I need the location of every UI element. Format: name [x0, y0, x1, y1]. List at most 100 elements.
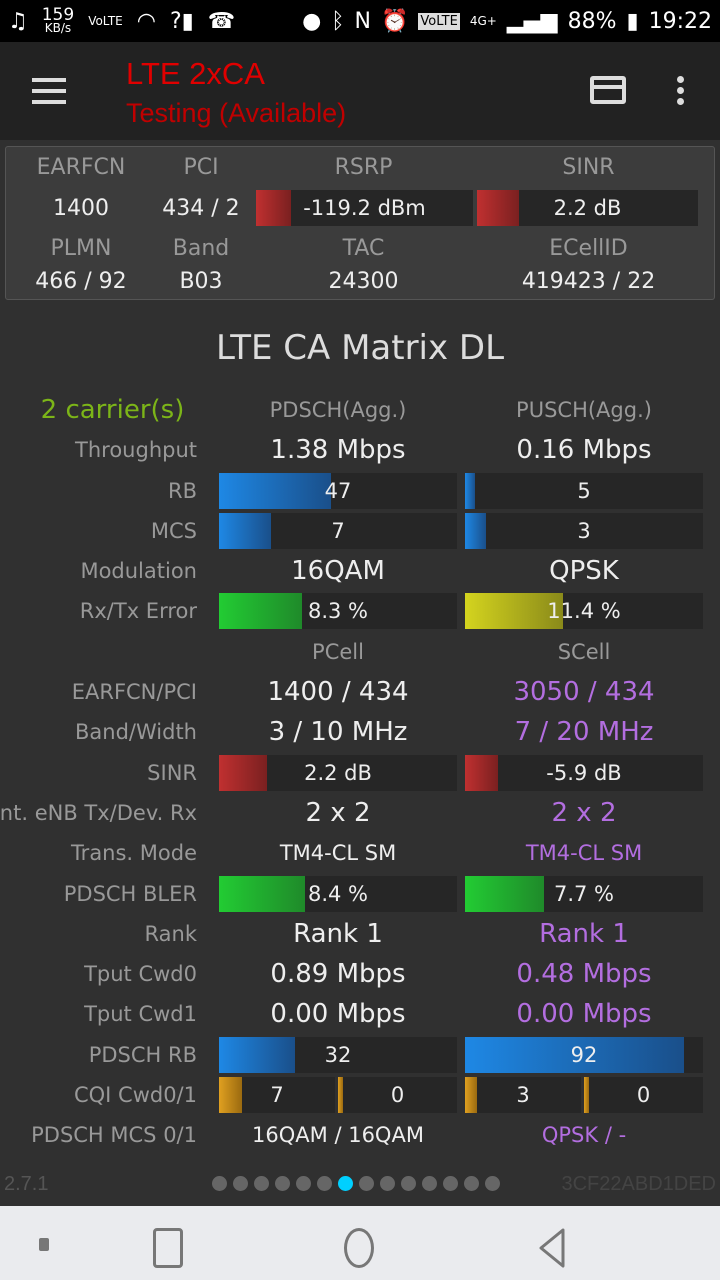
card-view-icon[interactable]: [590, 76, 626, 104]
page-dot[interactable]: [317, 1176, 332, 1191]
row-rb: RB 47 5: [0, 471, 720, 511]
row-cqi-cwd0-1: CQI Cwd0/1 7 0 3 0: [0, 1075, 720, 1115]
plmn-value: 466 / 92: [35, 269, 127, 294]
row-label: SINR: [147, 760, 197, 785]
earfcn-pci-value-1: 1400 / 434: [267, 677, 409, 708]
tput-cwd1-value-2: 0.00 Mbps: [516, 999, 652, 1030]
band-width-value-2: 7 / 20 MHz: [514, 717, 654, 748]
page-dot[interactable]: [464, 1176, 479, 1191]
pdsch-rb-second-bar: 92: [465, 1036, 703, 1073]
app-title: LTE 2xCA: [126, 56, 265, 91]
more-options-icon[interactable]: [677, 76, 685, 109]
phone-icon: ☎: [207, 8, 236, 34]
page-dot[interactable]: [380, 1176, 395, 1191]
cell-header-value-2: SCell: [557, 639, 611, 664]
sinr-label: SINR: [562, 155, 615, 180]
ecellid-value: 419423 / 22: [521, 269, 656, 294]
rank-value-1: Rank 1: [293, 918, 383, 949]
pdsch-mcs-0-1-value-2: QPSK / -: [541, 1123, 627, 1148]
navigation-bar: [0, 1206, 720, 1280]
alarm-icon: ⏰: [380, 8, 409, 34]
pci-label: PCI: [183, 155, 219, 180]
matrix-title: LTE CA Matrix DL: [215, 328, 505, 368]
row-throughput: Throughput 1.38 Mbps 0.16 Mbps: [0, 430, 720, 470]
band-label: Band: [172, 236, 230, 261]
carrier-count: 2 carrier(s): [40, 395, 185, 425]
earfcn-value: 1400: [53, 196, 109, 221]
cqi-scell-cwd0-bar: 3: [465, 1077, 581, 1114]
page-indicator[interactable]: [212, 1176, 500, 1191]
cell-header-value-1: PCell: [312, 639, 364, 664]
page-dot[interactable]: [401, 1176, 416, 1191]
page-dot[interactable]: [275, 1176, 290, 1191]
home-circle-icon[interactable]: [344, 1228, 374, 1268]
row-mcs: MCS 7 3: [0, 511, 720, 551]
page-dot[interactable]: [338, 1176, 353, 1191]
volte-badge: VoLTE: [418, 12, 460, 30]
earfcn-label: EARFCN: [36, 155, 126, 180]
tac-value: 24300: [328, 269, 399, 294]
row-label: PDSCH BLER: [63, 881, 197, 906]
mcs-pdsch-bar: 7: [219, 512, 457, 549]
back-triangle-icon[interactable]: [535, 1226, 569, 1270]
device-id: 3CF22ABD1DED: [561, 1173, 716, 1195]
rsrp-bar: -119.2 dBm: [256, 190, 473, 226]
battery-icon: ▮: [626, 8, 639, 34]
pci-value: 434 / 2: [162, 196, 240, 221]
volte-small-label: VoLTE: [88, 14, 123, 28]
modulation-value-2: QPSK: [549, 556, 619, 587]
pdsch-header: PDSCH(Agg.): [269, 398, 407, 422]
row-label: EARFCN/PCI: [71, 680, 197, 705]
page-dot[interactable]: [296, 1176, 311, 1191]
pdsch-rb-pdsch-bar: 32: [219, 1036, 457, 1073]
throughput-value-1: 1.38 Mbps: [270, 435, 406, 466]
network-speed: 159 KB/s: [41, 4, 75, 35]
menu-icon[interactable]: [32, 78, 66, 111]
bluetooth-icon: ᛒ: [331, 8, 345, 34]
footer: 2.7.1 3CF22ABD1DED: [0, 1170, 720, 1200]
app-subtitle: Testing (Available): [126, 98, 347, 128]
pdsch-bler-pdsch-bar: 8.4 %: [219, 875, 457, 912]
header-row: 2 carrier(s) PDSCH(Agg.) PUSCH(Agg.): [0, 390, 720, 430]
status-bar: ♫ 159 KB/s VoLTE ◠ ?▮ ☎ ● ᛒ N ⏰ VoLTE 4G+…: [0, 0, 720, 42]
page-dot[interactable]: [485, 1176, 500, 1191]
pusch-header: PUSCH(Agg.): [516, 398, 652, 422]
app-version: 2.7.1: [4, 1173, 49, 1195]
row-ant-enb-tx-dev-rx: Ant. eNB Tx/Dev. Rx 2 x 2 2 x 2: [0, 793, 720, 833]
row-label: MCS: [150, 518, 197, 543]
row-tput-cwd0: Tput Cwd0 0.89 Mbps 0.48 Mbps: [0, 954, 720, 994]
row-pdsch-bler: PDSCH BLER 8.4 % 7.7 %: [0, 874, 720, 914]
row-label: CQI Cwd0/1: [73, 1083, 197, 1108]
page-dot[interactable]: [422, 1176, 437, 1191]
ca-matrix: 2 carrier(s) PDSCH(Agg.) PUSCH(Agg.) Thr…: [0, 390, 720, 1156]
rx-tx-error-pdsch-bar: 8.3 %: [219, 593, 457, 630]
pdsch-mcs-0-1-value-1: 16QAM / 16QAM: [252, 1123, 424, 1148]
signal-icon: ▂▄▆: [506, 8, 558, 34]
rx-tx-error-second-bar: 11.4 %: [465, 593, 703, 630]
row-label: Rx/Tx Error: [79, 599, 197, 624]
row-sinr: SINR 2.2 dB -5.9 dB: [0, 753, 720, 793]
row-pdsch-rb: PDSCH RB 32 92: [0, 1035, 720, 1075]
sinr-bar: 2.2 dB: [477, 190, 698, 226]
earfcn-pci-value-2: 3050 / 434: [513, 677, 655, 708]
sinr-pdsch-bar: 2.2 dB: [219, 754, 457, 791]
page-dot[interactable]: [233, 1176, 248, 1191]
throughput-value-2: 0.16 Mbps: [516, 435, 652, 466]
signal-unknown: ?▮: [169, 8, 194, 34]
page-dot[interactable]: [254, 1176, 269, 1191]
row-trans-mode: Trans. Mode TM4-CL SM TM4-CL SM: [0, 833, 720, 873]
page-dot[interactable]: [359, 1176, 374, 1191]
page-dot[interactable]: [443, 1176, 458, 1191]
pdsch-bler-second-bar: 7.7 %: [465, 875, 703, 912]
nfc-icon: N: [354, 8, 371, 34]
plmn-label: PLMN: [50, 236, 112, 261]
band-value: B03: [179, 269, 223, 294]
cqi-pcell-cwd1-bar: 0: [338, 1077, 457, 1114]
trans-mode-value-1: TM4-CL SM: [279, 841, 397, 866]
row-label: Trans. Mode: [70, 841, 197, 866]
page-dot[interactable]: [212, 1176, 227, 1191]
recent-square-icon[interactable]: [153, 1228, 183, 1268]
row-pdsch-mcs-0-1: PDSCH MCS 0/1 16QAM / 16QAM QPSK / -: [0, 1115, 720, 1155]
cqi-pcell-cwd0-bar: 7: [219, 1077, 335, 1114]
row-label: Tput Cwd1: [84, 1002, 197, 1027]
